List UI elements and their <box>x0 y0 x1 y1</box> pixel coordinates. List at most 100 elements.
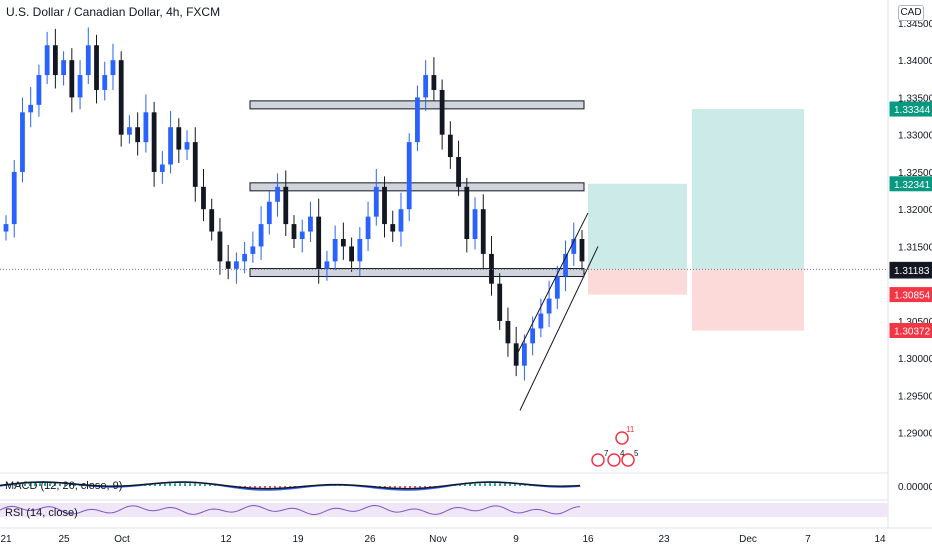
candle[interactable] <box>415 97 420 143</box>
candle[interactable] <box>349 246 354 262</box>
candle[interactable] <box>464 186 470 239</box>
candle[interactable] <box>398 209 404 232</box>
price-tag[interactable] <box>889 323 932 339</box>
candle[interactable] <box>209 209 215 232</box>
candle[interactable] <box>308 216 313 232</box>
candle[interactable] <box>505 320 511 344</box>
candle[interactable] <box>184 142 190 150</box>
candle[interactable] <box>406 142 412 210</box>
stop-loss-zone[interactable] <box>692 269 804 331</box>
flag-icon[interactable] <box>607 453 621 467</box>
candle[interactable] <box>357 239 363 262</box>
candle[interactable] <box>28 104 34 113</box>
macd-label[interactable]: MACD (12, 26, close, 9) <box>5 480 123 492</box>
candle[interactable] <box>176 127 182 150</box>
candle[interactable] <box>11 171 17 225</box>
stop-loss-zone[interactable] <box>588 269 687 295</box>
candle[interactable] <box>332 239 338 262</box>
channel-upper-line[interactable] <box>514 212 589 359</box>
candle[interactable] <box>77 75 83 98</box>
take-profit-zone[interactable] <box>588 183 687 270</box>
price-tag[interactable] <box>889 287 932 303</box>
candle[interactable] <box>579 239 585 262</box>
candle[interactable] <box>143 112 149 143</box>
candle[interactable] <box>283 186 289 225</box>
candle[interactable] <box>159 164 165 172</box>
candle[interactable] <box>324 261 330 269</box>
candle[interactable] <box>94 45 99 90</box>
candle[interactable] <box>423 75 429 98</box>
candle[interactable] <box>431 75 437 90</box>
take-profit-zone[interactable] <box>692 109 804 270</box>
candle[interactable] <box>250 246 256 254</box>
candle[interactable] <box>563 253 568 277</box>
support-resistance-zone[interactable] <box>249 268 585 278</box>
candle[interactable] <box>266 201 272 225</box>
candle[interactable] <box>546 298 552 314</box>
macd-histogram-bar <box>494 483 496 486</box>
candle[interactable] <box>61 60 66 76</box>
event-marker-icon[interactable] <box>615 431 629 445</box>
candle[interactable] <box>192 142 198 187</box>
candle[interactable] <box>242 253 248 262</box>
candle[interactable] <box>102 75 108 90</box>
candle[interactable] <box>217 231 223 262</box>
candle[interactable] <box>110 60 116 76</box>
support-resistance-zone[interactable] <box>249 182 585 192</box>
candle[interactable] <box>69 60 75 98</box>
candle[interactable] <box>135 127 141 143</box>
rsi-line[interactable] <box>0 505 581 516</box>
flag-icon[interactable] <box>591 453 605 467</box>
candle[interactable] <box>497 283 503 321</box>
candle[interactable] <box>127 127 132 135</box>
candle[interactable] <box>234 261 239 269</box>
candle[interactable] <box>275 186 280 202</box>
candle[interactable] <box>365 216 371 239</box>
candle[interactable] <box>36 75 42 105</box>
macd-histogram-bar <box>49 483 51 486</box>
rsi-label[interactable]: RSI (14, close) <box>5 507 78 519</box>
candle[interactable] <box>373 186 379 217</box>
price-tag[interactable] <box>889 176 932 192</box>
candle[interactable] <box>571 239 577 254</box>
candle[interactable] <box>291 224 297 239</box>
candle[interactable] <box>472 209 478 239</box>
symbol-title[interactable]: U.S. Dollar / Canadian Dollar, 4h, FXCM <box>6 5 221 19</box>
candle[interactable] <box>258 224 264 247</box>
currency-badge[interactable]: CAD <box>898 5 924 21</box>
candle[interactable] <box>538 313 544 329</box>
candle[interactable] <box>168 127 173 165</box>
price-tag[interactable] <box>889 262 932 278</box>
candle[interactable] <box>340 239 346 247</box>
candle[interactable] <box>118 60 124 135</box>
candle[interactable] <box>480 209 486 254</box>
candle[interactable] <box>299 231 305 239</box>
macd-histogram-bar <box>149 484 151 486</box>
candle[interactable] <box>390 224 396 232</box>
candle[interactable] <box>382 186 387 225</box>
candle[interactable] <box>530 328 536 344</box>
candle[interactable] <box>3 224 9 232</box>
signal-line[interactable] <box>0 481 581 490</box>
candle[interactable] <box>44 45 50 76</box>
flag-icon[interactable] <box>621 453 635 467</box>
candle[interactable] <box>52 45 58 76</box>
candle[interactable] <box>489 253 494 284</box>
candle[interactable] <box>439 89 445 135</box>
price-tag[interactable] <box>889 101 932 117</box>
candle[interactable] <box>201 186 206 210</box>
candle[interactable] <box>20 112 25 172</box>
candle[interactable] <box>447 134 453 158</box>
candle[interactable] <box>85 45 91 76</box>
candle[interactable] <box>554 276 560 299</box>
candle[interactable] <box>316 216 322 269</box>
candle[interactable] <box>513 343 519 366</box>
channel-lower-line[interactable] <box>519 246 599 411</box>
candle[interactable] <box>151 112 157 172</box>
price-axis-tick: 1.32000 <box>898 205 932 216</box>
candle[interactable] <box>456 157 461 187</box>
candle[interactable] <box>522 343 527 366</box>
candle[interactable] <box>225 261 231 269</box>
